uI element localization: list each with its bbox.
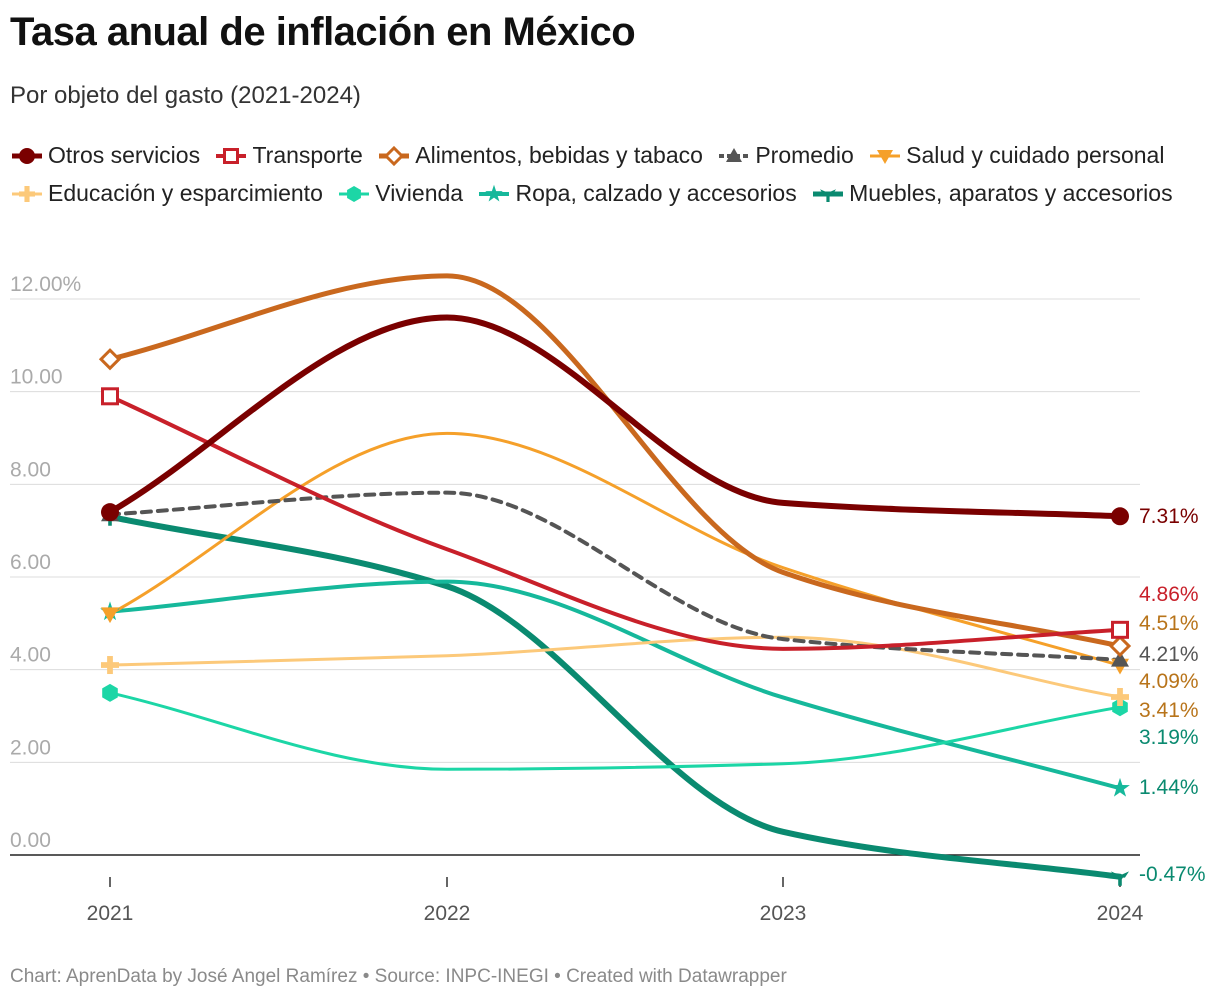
legend-label: Vivienda bbox=[375, 180, 464, 206]
marker-transporte bbox=[101, 387, 119, 406]
end-label-educacion-y-esparcimiento: 3.41% bbox=[1139, 699, 1199, 722]
x-tick-label: 2023 bbox=[760, 902, 807, 925]
marker-otros-servicios bbox=[101, 503, 119, 522]
legend-item-muebles-aparatos-y-accesorios: Muebles, aparatos y accesorios bbox=[811, 180, 1173, 206]
series-line-otros-servicios bbox=[107, 314, 1123, 520]
y-tick-label: 10.00 bbox=[10, 366, 63, 389]
legend-marker bbox=[726, 148, 743, 162]
legend-item-educacion-y-esparcimiento: Educación y esparcimiento bbox=[10, 180, 323, 206]
marker-transporte bbox=[1111, 620, 1129, 639]
marker-alimentos-bebidas-y-tabaco bbox=[1108, 634, 1132, 658]
marker-vivienda bbox=[102, 683, 118, 702]
legend-item-alimentos-bebidas-y-tabaco: Alimentos, bebidas y tabaco bbox=[377, 142, 703, 168]
y-tick-label: 4.00 bbox=[10, 644, 51, 667]
legend-symbol bbox=[719, 148, 750, 162]
legend-item-salud-y-cuidado-personal: Salud y cuidado personal bbox=[868, 142, 1164, 168]
legend-symbol bbox=[216, 148, 247, 164]
end-label-salud-y-cuidado-personal: 4.09% bbox=[1139, 670, 1199, 693]
legend-label: Promedio bbox=[755, 142, 854, 168]
marker-promedio bbox=[1111, 650, 1129, 667]
legend-label: Otros servicios bbox=[48, 142, 201, 168]
legend-marker bbox=[384, 145, 405, 167]
series-lines bbox=[107, 273, 1123, 880]
marker-muebles-aparatos-y-accesorios bbox=[1111, 871, 1129, 886]
series-line-salud-y-cuidado-personal bbox=[108, 431, 1122, 667]
y-tick-label: 12.00% bbox=[10, 273, 81, 296]
series-line-muebles-aparatos-y-accesorios bbox=[107, 513, 1123, 880]
end-label-vivienda: 3.19% bbox=[1139, 726, 1199, 749]
y-tick-label: 0.00 bbox=[10, 829, 51, 852]
legend-item-ropa-calzado-y-accesorios: Ropa, calzado y accesorios bbox=[477, 180, 797, 206]
chart-title: Tasa anual de inflación en México bbox=[10, 10, 636, 54]
legend-symbol bbox=[12, 186, 42, 202]
end-label-alimentos-bebidas-y-tabaco: 4.51% bbox=[1139, 612, 1199, 635]
legend-marker bbox=[485, 184, 504, 202]
legend-label: Transporte bbox=[252, 142, 363, 168]
series-line-vivienda bbox=[108, 691, 1122, 771]
legend-symbol bbox=[813, 189, 844, 202]
chart-subtitle: Por objeto del gasto (2021-2024) bbox=[10, 82, 361, 109]
legend-symbol bbox=[379, 145, 410, 167]
marker-salud-y-cuidado-personal bbox=[101, 607, 119, 624]
legend-marker bbox=[877, 150, 894, 164]
series-line-transporte bbox=[108, 394, 1122, 651]
legend-label: Alimentos, bebidas y tabaco bbox=[415, 142, 703, 168]
legend-label: Muebles, aparatos y accesorios bbox=[849, 180, 1173, 206]
chart-legend: Otros servicios Transporte Alimentos, be… bbox=[10, 136, 1210, 212]
legend-item-vivienda: Vivienda bbox=[337, 180, 463, 206]
legend-marker bbox=[223, 148, 240, 164]
y-tick-label: 2.00 bbox=[10, 736, 51, 759]
legend-symbol bbox=[339, 186, 370, 202]
legend-label: Ropa, calzado y accesorios bbox=[515, 180, 797, 206]
end-label-transporte: 4.86% bbox=[1139, 583, 1199, 606]
legend-item-promedio: Promedio bbox=[717, 142, 854, 168]
grid-lines bbox=[10, 298, 1140, 856]
legend-marker bbox=[19, 148, 35, 164]
end-value-labels: 7.31% 4.86% 4.51% 4.21% 4.09% 3.41% 3.19% 1.44%… bbox=[1139, 505, 1206, 886]
y-tick-label: 8.00 bbox=[10, 458, 51, 481]
series-line-ropa-calzado-y-accesorios bbox=[108, 579, 1122, 791]
x-tick-label: 2021 bbox=[87, 902, 134, 925]
y-tick-label: 6.00 bbox=[10, 551, 51, 574]
y-axis-tick-labels: 0.00 2.00 4.00 6.00 8.00 10.00 12.00% bbox=[10, 273, 81, 852]
legend-marker bbox=[820, 189, 837, 202]
x-axis-tick-labels: 2021 2022 2023 2024 bbox=[87, 877, 1144, 925]
marker-ropa-calzado-y-accesorios bbox=[1110, 777, 1130, 797]
x-tick-label: 2024 bbox=[1097, 902, 1144, 925]
marker-alimentos-bebidas-y-tabaco bbox=[98, 348, 122, 371]
marker-educacion-y-esparcimiento bbox=[101, 656, 119, 675]
marker-vivienda bbox=[1112, 698, 1128, 717]
line-chart: 0.00 2.00 4.00 6.00 8.00 10.00 12.00% 2021 2022… bbox=[10, 273, 1206, 925]
legend-marker bbox=[19, 186, 35, 202]
series-line-promedio bbox=[108, 490, 1122, 662]
series-line-alimentos-bebidas-y-tabaco bbox=[107, 273, 1123, 649]
legend-label: Educación y esparcimiento bbox=[48, 180, 323, 206]
legend-item-transporte: Transporte bbox=[214, 142, 363, 168]
chart-footer: Chart: AprenData by José Angel Ramírez •… bbox=[10, 966, 787, 987]
series-markers bbox=[98, 348, 1132, 886]
x-tick-label: 2022 bbox=[424, 902, 471, 925]
legend-marker bbox=[347, 186, 362, 202]
legend-label: Salud y cuidado personal bbox=[906, 142, 1165, 168]
marker-otros-servicios bbox=[1111, 507, 1129, 526]
legend-symbol bbox=[870, 150, 901, 164]
end-label-muebles-aparatos-y-accesorios: -0.47% bbox=[1139, 863, 1206, 886]
end-label-otros-servicios: 7.31% bbox=[1139, 505, 1199, 528]
series-line-educacion-y-esparcimiento bbox=[108, 635, 1122, 699]
legend-symbol bbox=[479, 184, 510, 202]
end-label-ropa-calzado-y-accesorios: 1.44% bbox=[1139, 776, 1199, 799]
legend-symbol bbox=[12, 148, 42, 164]
legend-item-otros-servicios: Otros servicios bbox=[10, 142, 200, 168]
end-label-promedio: 4.21% bbox=[1139, 643, 1199, 666]
marker-educacion-y-esparcimiento bbox=[1111, 688, 1129, 707]
